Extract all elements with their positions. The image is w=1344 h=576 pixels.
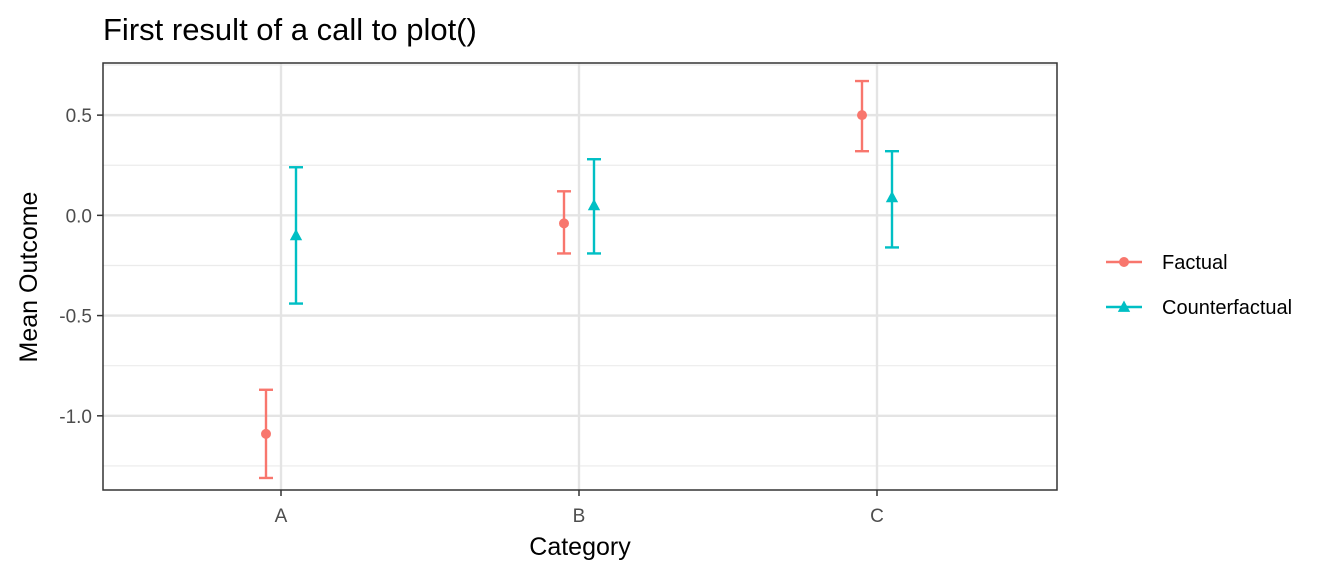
- y-tick-label: -0.5: [59, 307, 92, 328]
- legend-label: Factual: [1162, 252, 1228, 274]
- legend-item: Counterfactual: [1106, 297, 1292, 319]
- y-tick-label: 0.0: [66, 206, 92, 227]
- point-counterfactual: [289, 228, 303, 241]
- data-layer: [259, 79, 899, 480]
- y-tick-label: 0.5: [66, 106, 92, 127]
- x-tick-label: A: [275, 506, 288, 527]
- legend-item: Factual: [1106, 252, 1228, 274]
- plot-panel-border: [102, 62, 1058, 491]
- x-tick-label: B: [573, 506, 586, 527]
- x-axis-label: Category: [529, 533, 631, 561]
- y-axis-label: Mean Outcome: [15, 192, 43, 363]
- x-tick-label: C: [870, 506, 884, 527]
- grid: [103, 63, 1057, 490]
- point-counterfactual: [587, 198, 601, 211]
- point-counterfactual: [885, 190, 899, 203]
- legend: Factual Counterfactual: [1106, 252, 1292, 319]
- chart-title: First result of a call to plot(): [103, 12, 477, 47]
- y-tick-label: -1.0: [59, 407, 92, 428]
- axes: 0.5 0.0 -0.5 -1.0 A B C: [59, 106, 884, 527]
- legend-key-marker: [1117, 300, 1131, 312]
- legend-label: Counterfactual: [1162, 297, 1292, 319]
- legend-key-marker: [1119, 257, 1129, 267]
- point-factual: [559, 218, 569, 229]
- point-factual: [261, 428, 271, 439]
- point-factual: [857, 110, 867, 121]
